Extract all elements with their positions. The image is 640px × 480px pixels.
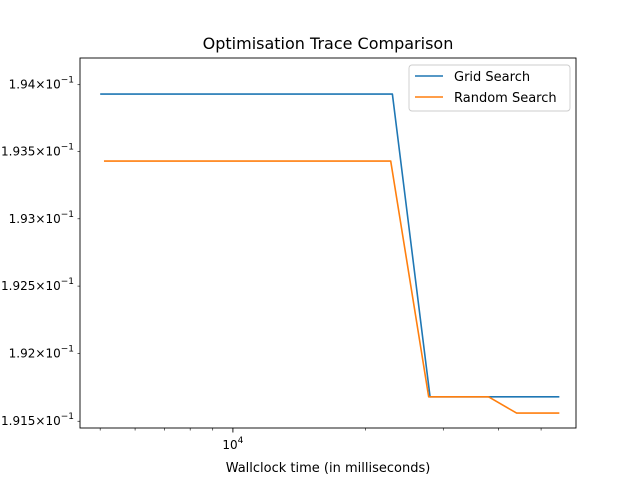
legend: Grid Search Random Search — [408, 64, 571, 112]
x-tick-label: 104 — [222, 436, 243, 452]
axes-layer: 104 1.94×10−1 1.935×10−1 1.93×10−1 1.925×10−… — [1, 57, 577, 452]
series-line-2 — [103, 160, 560, 414]
y-tick-label: 1.94×10−1 — [9, 76, 74, 92]
plot-background — [80, 58, 576, 428]
y-tick-label: 1.915×10−1 — [1, 412, 74, 428]
legend-label-1: Grid Search — [454, 70, 530, 85]
y-tick-label: 1.925×10−1 — [1, 277, 74, 293]
y-tick-label: 1.93×10−1 — [9, 210, 74, 226]
chart-title: Optimisation Trace Comparison — [203, 34, 454, 53]
x-axis-label: Wallclock time (in milliseconds) — [226, 461, 431, 476]
plot-area — [80, 58, 576, 428]
legend-box — [408, 64, 571, 112]
y-tick-label: 1.92×10−1 — [9, 345, 74, 361]
legend-label-2: Random Search — [454, 91, 557, 106]
series-layer — [100, 93, 560, 414]
axes-frame — [79, 57, 577, 429]
y-tick-label: 1.935×10−1 — [1, 143, 74, 159]
